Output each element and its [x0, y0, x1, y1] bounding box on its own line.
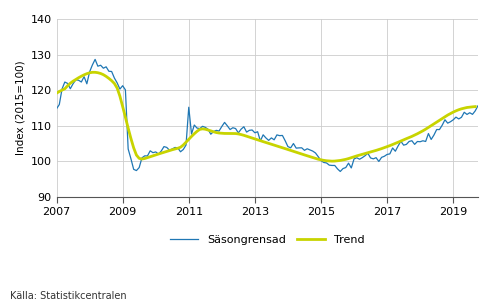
Säsongrensad [409, 139, 415, 143]
Trend [81, 73, 87, 77]
Trend [458, 107, 464, 111]
Säsongrensad [68, 87, 73, 91]
Text: Källa: Statistikcentralen: Källa: Statistikcentralen [10, 291, 127, 301]
Trend [54, 92, 60, 95]
Trend [241, 133, 247, 137]
Trend [329, 159, 335, 163]
Line: Trend: Trend [57, 72, 475, 161]
Trend [89, 71, 95, 74]
Säsongrensad [92, 57, 98, 61]
Säsongrensad [108, 70, 114, 73]
Trend [472, 105, 478, 109]
Line: Säsongrensad: Säsongrensad [57, 59, 493, 171]
Trend [354, 154, 360, 158]
Säsongrensad [222, 121, 228, 124]
Säsongrensad [365, 151, 371, 155]
Y-axis label: Index (2015=100): Index (2015=100) [15, 60, 25, 155]
Säsongrensad [54, 107, 60, 111]
Säsongrensad [101, 66, 106, 70]
Säsongrensad [337, 170, 343, 173]
Legend: Säsongrensad, Trend: Säsongrensad, Trend [166, 231, 369, 250]
Trend [111, 82, 117, 85]
Trend [406, 136, 412, 139]
